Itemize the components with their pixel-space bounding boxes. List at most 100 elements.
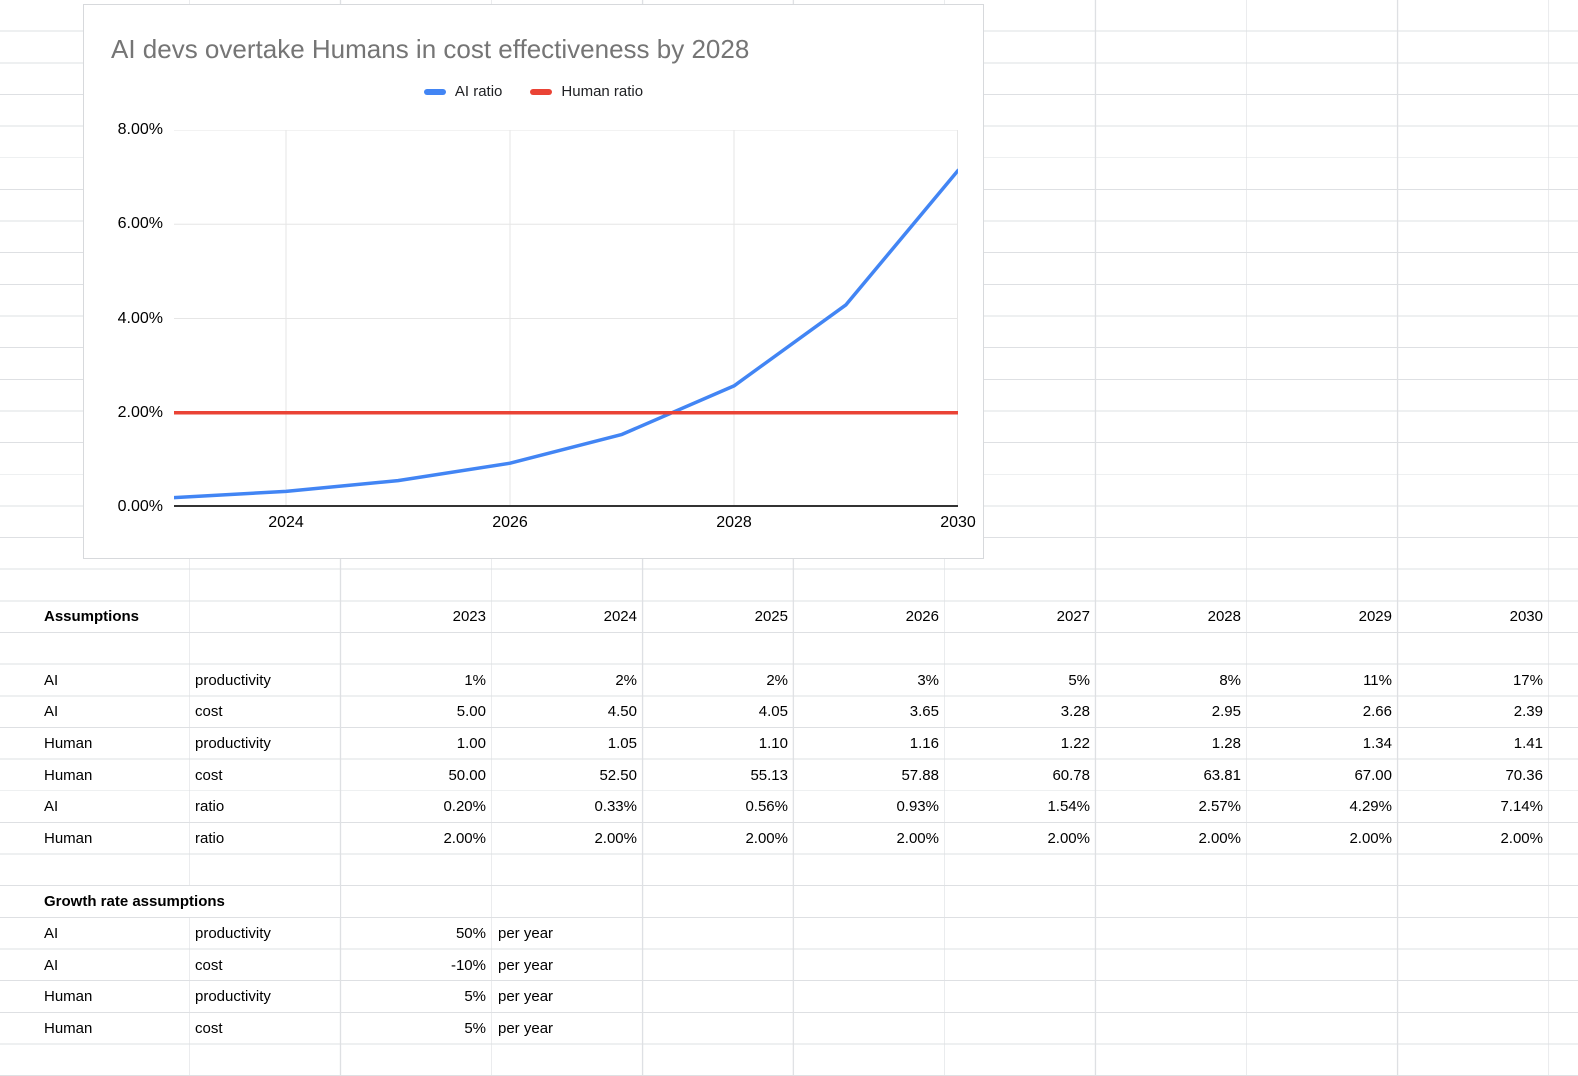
cell-metric[interactable]: cost — [195, 1019, 223, 1037]
x-axis-tick-label: 2028 — [716, 514, 752, 531]
cell-value[interactable]: 3.65 — [909, 703, 939, 721]
cell-metric[interactable]: cost — [195, 766, 223, 784]
cell-value[interactable]: 60.78 — [1052, 766, 1090, 784]
cell-rate[interactable]: -10% — [450, 956, 486, 974]
cell-value[interactable]: 1.41 — [1513, 735, 1543, 753]
cell-value[interactable]: 17% — [1512, 671, 1543, 689]
y-axis-labels: 0.00% 2.00% 4.00% 6.00% 8.00% — [84, 121, 163, 515]
cell-metric[interactable]: productivity — [195, 988, 271, 1006]
cell-value[interactable]: 4.05 — [758, 703, 788, 721]
y-axis-tick-label: 2.00% — [117, 403, 163, 421]
assumptions-heading[interactable]: Assumptions — [44, 608, 140, 626]
cell-value[interactable]: 4.29% — [1349, 798, 1392, 816]
cell-entity[interactable]: Human — [44, 1019, 93, 1037]
cell-value[interactable]: 2.00% — [1349, 829, 1392, 847]
cell-value[interactable]: 2.00% — [745, 829, 788, 847]
cell-value[interactable]: 2.66 — [1362, 703, 1392, 721]
x-axis-labels: 2024 2026 2028 2030 — [174, 514, 976, 536]
cell-unit[interactable]: per year — [498, 956, 554, 974]
legend-label: Human ratio — [561, 83, 644, 100]
cell-value[interactable]: 2.95 — [1211, 703, 1241, 721]
cell-value[interactable]: 2.00% — [896, 829, 939, 847]
cell-value[interactable]: 70.36 — [1505, 766, 1543, 784]
cell-value[interactable]: 3% — [917, 671, 939, 689]
legend-item-ai-ratio: AI ratio — [423, 83, 502, 100]
cell-value[interactable]: 1.05 — [607, 735, 637, 753]
cell-entity[interactable]: AI — [44, 956, 59, 974]
cell-value[interactable]: 2.00% — [1500, 829, 1543, 847]
cell-entity[interactable]: Human — [44, 829, 93, 847]
cell-entity[interactable]: Human — [44, 988, 93, 1006]
cell-value[interactable]: 1.54% — [1047, 798, 1090, 816]
growth-rate-heading[interactable]: Growth rate assumptions — [38, 885, 341, 918]
cell-unit[interactable]: per year — [498, 1019, 554, 1037]
cell-value[interactable]: 3.28 — [1060, 703, 1090, 721]
cell-value[interactable]: 2.39 — [1513, 703, 1543, 721]
x-axis-tick-label: 2030 — [940, 514, 976, 531]
cell-rate[interactable]: 5% — [464, 988, 486, 1006]
cell-value[interactable]: 1.10 — [758, 735, 788, 753]
year-header[interactable]: 2027 — [1056, 608, 1090, 626]
y-axis-tick-label: 0.00% — [117, 498, 163, 515]
cell-metric[interactable]: productivity — [195, 924, 271, 942]
year-header[interactable]: 2024 — [603, 608, 637, 626]
year-header[interactable]: 2029 — [1358, 608, 1392, 626]
cell-value[interactable]: 8% — [1219, 671, 1241, 689]
cell-metric[interactable]: ratio — [195, 798, 225, 816]
cell-value[interactable]: 50.00 — [448, 766, 486, 784]
cell-value[interactable]: 2.00% — [1198, 829, 1241, 847]
cell-unit[interactable]: per year — [498, 988, 554, 1006]
cell-value[interactable]: 5% — [1068, 671, 1090, 689]
cell-value[interactable]: 1% — [464, 671, 486, 689]
cell-value[interactable]: 57.88 — [901, 766, 939, 784]
cell-value[interactable]: 0.93% — [896, 798, 939, 816]
cell-value[interactable]: 11% — [1363, 671, 1392, 689]
cell-entity[interactable]: AI — [44, 798, 59, 816]
cell-unit[interactable]: per year — [498, 924, 554, 942]
cell-value[interactable]: 0.33% — [594, 798, 637, 816]
cell-entity[interactable]: Human — [44, 766, 93, 784]
cell-value[interactable]: 1.34 — [1362, 735, 1392, 753]
embedded-chart[interactable]: AI devs overtake Humans in cost effectiv… — [83, 4, 984, 559]
cell-metric[interactable]: productivity — [195, 671, 271, 689]
cell-value[interactable]: 55.13 — [750, 766, 788, 784]
year-header[interactable]: 2025 — [754, 608, 788, 626]
cell-value[interactable]: 2% — [615, 671, 637, 689]
cell-rate[interactable]: 50% — [455, 924, 486, 942]
year-header[interactable]: 2023 — [452, 608, 486, 626]
year-header[interactable]: 2028 — [1207, 608, 1241, 626]
cell-value[interactable]: 52.50 — [599, 766, 637, 784]
cell-entity[interactable]: AI — [44, 924, 59, 942]
cell-value[interactable]: 7.14% — [1500, 798, 1543, 816]
y-axis-tick-label: 6.00% — [117, 215, 163, 233]
cell-value[interactable]: 0.56% — [745, 798, 788, 816]
cell-value[interactable]: 2.00% — [594, 829, 637, 847]
cell-metric[interactable]: productivity — [195, 735, 271, 753]
cell-value[interactable]: 4.50 — [607, 703, 637, 721]
cell-value[interactable]: 1.28 — [1211, 735, 1241, 753]
cell-value[interactable]: 2.57% — [1198, 798, 1241, 816]
cell-entity[interactable]: Human — [44, 735, 93, 753]
cell-value[interactable]: 1.16 — [909, 735, 939, 753]
cell-metric[interactable]: cost — [195, 956, 223, 974]
cell-value[interactable]: 63.81 — [1203, 766, 1241, 784]
cell-metric[interactable]: ratio — [195, 829, 225, 847]
cell-entity[interactable]: AI — [44, 671, 59, 689]
chart-title: AI devs overtake Humans in cost effectiv… — [111, 34, 750, 64]
cell-value[interactable]: 2% — [766, 671, 788, 689]
human-ratio-legend-swatch-icon — [530, 88, 553, 95]
cell-value[interactable]: 0.20% — [443, 798, 486, 816]
cell-value[interactable]: 2.00% — [443, 829, 486, 847]
cell-value[interactable]: 1.22 — [1060, 735, 1090, 753]
cell-value[interactable]: 2.00% — [1047, 829, 1090, 847]
cell-value[interactable]: 1.00 — [456, 735, 486, 753]
cell-value[interactable]: 67.00 — [1354, 766, 1392, 784]
year-header[interactable]: 2026 — [905, 608, 939, 626]
cell-value[interactable]: 5.00 — [456, 703, 486, 721]
cell-entity[interactable]: AI — [44, 703, 59, 721]
cell-rate[interactable]: 5% — [464, 1019, 486, 1037]
year-header[interactable]: 2030 — [1509, 608, 1543, 626]
cell-metric[interactable]: cost — [195, 703, 223, 721]
